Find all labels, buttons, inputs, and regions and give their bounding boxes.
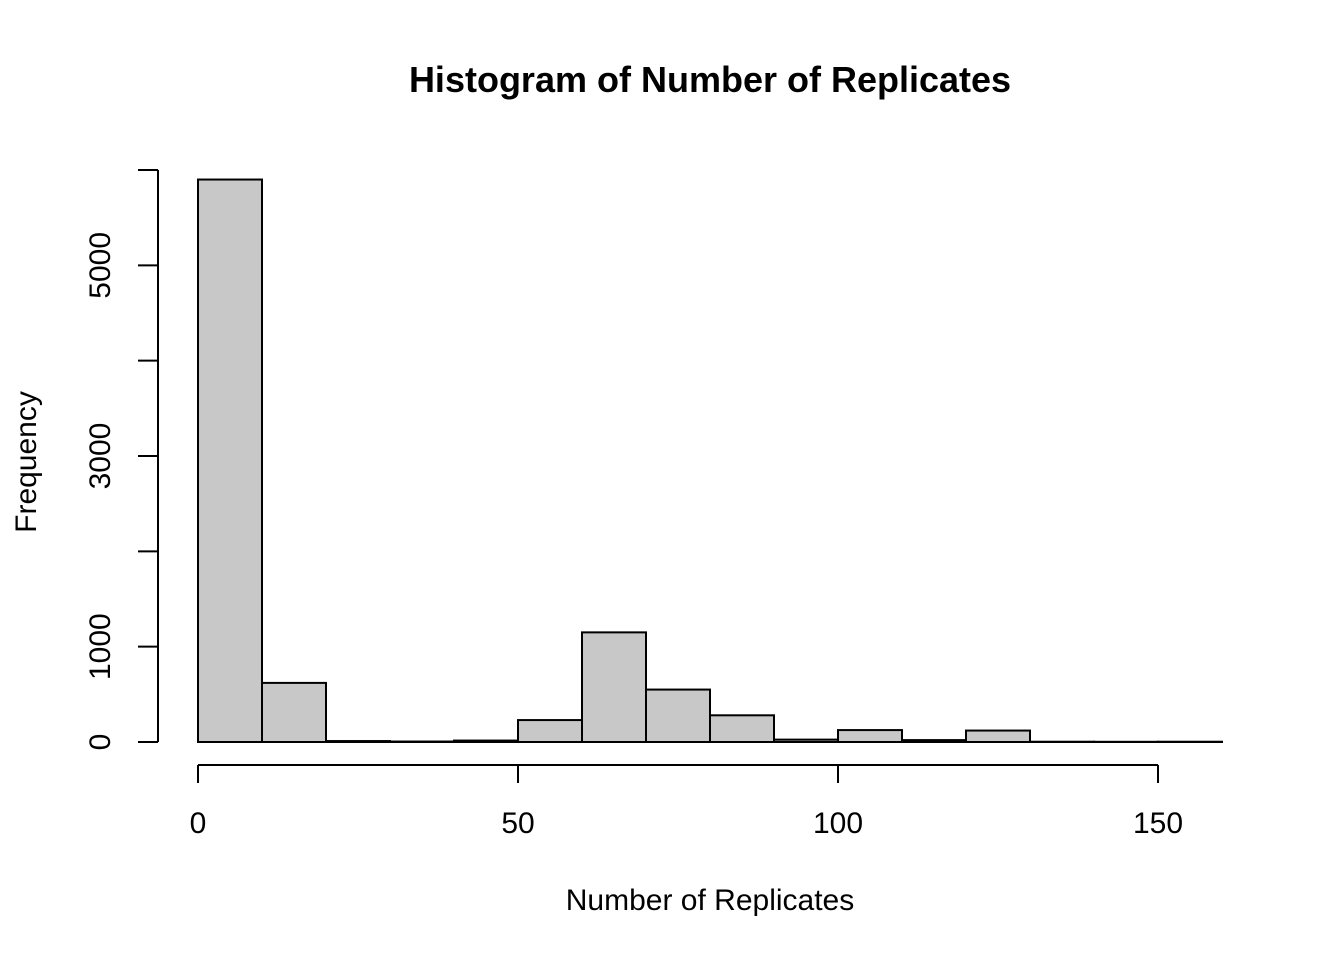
x-axis: 0 50 100 150 bbox=[190, 764, 1183, 840]
histogram-bar-10 bbox=[837, 729, 903, 743]
histogram-bar-0 bbox=[197, 178, 263, 744]
histogram-bar-1 bbox=[261, 681, 327, 743]
y-tick-label: 5000 bbox=[84, 232, 117, 299]
histogram-bar-6 bbox=[581, 631, 647, 743]
y-tick-label: 1000 bbox=[84, 613, 117, 680]
histogram-bar-9 bbox=[773, 738, 839, 743]
bars-group bbox=[197, 178, 1223, 744]
y-axis: 0 1000 3000 5000 bbox=[84, 169, 159, 751]
histogram-bar-2 bbox=[325, 740, 391, 744]
histogram-bar-7 bbox=[645, 688, 711, 743]
x-tick-label: 150 bbox=[1133, 807, 1183, 840]
histogram-bar-4 bbox=[453, 739, 519, 744]
histogram-bar-11 bbox=[901, 739, 967, 743]
x-tick-label: 50 bbox=[501, 807, 534, 840]
histogram-bar-5 bbox=[517, 719, 583, 743]
y-tick-label: 0 bbox=[84, 734, 117, 751]
y-axis-label: Frequency bbox=[10, 391, 43, 533]
x-axis-label: Number of Replicates bbox=[566, 884, 854, 917]
y-tick-label: 3000 bbox=[84, 423, 117, 490]
histogram-bar-8 bbox=[709, 714, 775, 743]
histogram-bar-12 bbox=[965, 729, 1031, 743]
x-tick-label: 0 bbox=[190, 807, 207, 840]
chart-title: Histogram of Number of Replicates bbox=[409, 59, 1011, 100]
x-tick-label: 100 bbox=[813, 807, 863, 840]
